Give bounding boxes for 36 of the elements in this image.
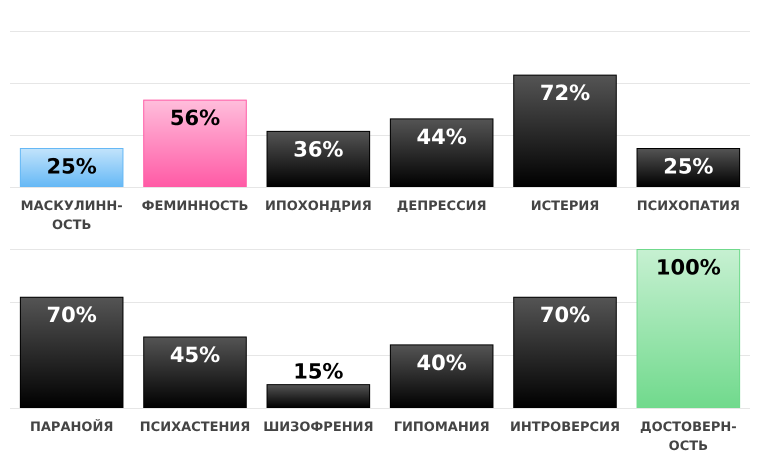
bar [636,148,740,187]
bar [143,100,247,187]
data-label: 25% [46,154,97,178]
x-tick-label: ШИЗОФРЕНИЯ [263,420,374,435]
x-tick-label: ДЕПРЕССИЯ [396,199,487,214]
x-tick-label: ИСТЕРИЯ [530,199,600,214]
x-tick-label: МАСКУЛИНН-ОСТЬ [20,199,123,233]
bar [20,296,124,408]
x-tick-label: ПСИХОПАТИЯ [636,199,740,214]
x-tick-label: ДОСТОВЕРН-ОСТЬ [640,420,737,454]
data-label: 44% [416,124,467,149]
x-tick-label: ГИПОМАНИЯ [394,420,490,435]
data-label: 25% [663,154,714,178]
data-label: 45% [170,342,220,367]
bar [20,148,124,187]
bar [636,249,740,408]
bar [513,74,617,187]
bar [390,118,494,187]
data-label: 70% [46,303,97,328]
data-label: 15% [293,360,344,384]
x-tick-label: ФЕМИННОСТЬ [142,199,248,214]
data-label: 40% [416,350,467,375]
data-label: 56% [170,106,220,130]
bar [390,344,494,408]
x-tick-label: ПСИХАСТЕНИЯ [140,420,250,435]
x-tick-label: ИНТРОВЕРСИЯ [510,420,620,435]
data-label: 72% [540,81,590,106]
bar [266,384,370,408]
bar [266,130,370,187]
data-label: 36% [293,137,344,162]
data-label: 100% [656,256,721,280]
x-tick-label: ИПОХОНДРИЯ [264,199,372,214]
bar [143,336,247,408]
data-label: 70% [540,303,590,328]
bar [513,296,617,408]
x-tick-label: ПАРАНОЙЯ [30,418,114,435]
